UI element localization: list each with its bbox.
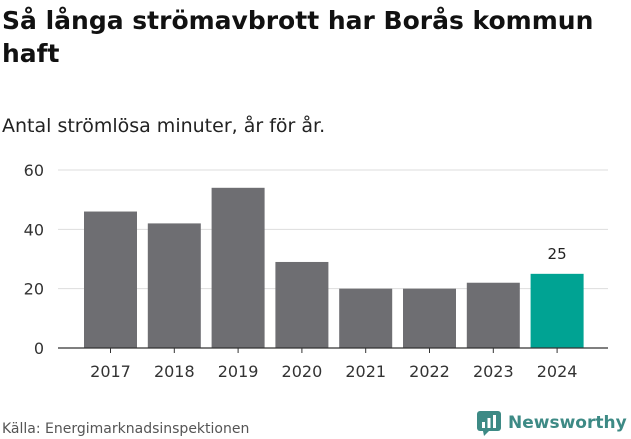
x-tick-label: 2017 xyxy=(90,362,131,381)
y-tick-label: 20 xyxy=(24,280,44,299)
grid-lines xyxy=(58,169,608,290)
bar-2024 xyxy=(530,273,584,348)
x-tick-label: 2019 xyxy=(218,362,259,381)
source-note: Källa: Energimarknadsinspektionen xyxy=(2,421,250,437)
brand-name: Newsworthy xyxy=(508,413,627,433)
bar-2017 xyxy=(84,211,137,348)
bar-2019 xyxy=(211,187,265,348)
bar-2018 xyxy=(147,223,201,348)
brand-logo: Newsworthy xyxy=(476,409,627,437)
data-label: 25 xyxy=(548,245,567,263)
x-tick-label: 2023 xyxy=(473,362,514,381)
x-tick-label: 2018 xyxy=(154,362,195,381)
x-tick-label: 2021 xyxy=(345,362,386,381)
bar-2020 xyxy=(275,261,329,348)
x-tick-label: 2022 xyxy=(409,362,450,381)
labels: 0 20 40 60 2017 2018 2019 2020 2021 2022 2023 2024 2… xyxy=(24,161,578,381)
chart-title: Så långa strömavbrott har Borås kommun h… xyxy=(2,6,594,68)
x-tick-label: 2024 xyxy=(537,362,578,381)
y-tick-label: 60 xyxy=(24,161,44,180)
bars xyxy=(84,187,584,348)
bar-2021 xyxy=(339,288,393,348)
chart-subtitle: Antal strömlösa minuter, år för år. xyxy=(2,115,326,137)
y-tick-label: 0 xyxy=(34,339,44,358)
newsworthy-logo-icon xyxy=(477,411,501,436)
bar-2022 xyxy=(403,288,456,348)
y-tick-label: 40 xyxy=(24,220,44,239)
bar-chart: 0 20 40 60 2017 2018 2019 2020 2021 2022 2023 2024 2… xyxy=(24,161,608,381)
axes xyxy=(58,347,608,353)
x-tick-label: 2020 xyxy=(282,362,323,381)
bar-2023 xyxy=(466,282,520,348)
